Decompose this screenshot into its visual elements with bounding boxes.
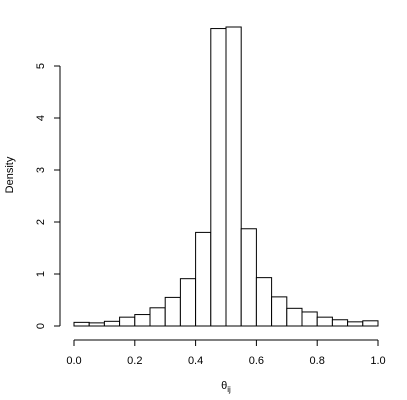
histogram-bar: [210, 28, 227, 327]
histogram-bar: [179, 278, 197, 327]
x-tick-label: 0.2: [127, 355, 142, 367]
histogram-bar: [255, 277, 273, 327]
histogram-bar: [286, 307, 303, 327]
histogram-bars: [73, 26, 379, 327]
histogram-bar: [316, 316, 333, 327]
histogram-bar: [149, 307, 166, 327]
histogram-bar: [164, 296, 181, 327]
y-tick-label: 1: [35, 271, 47, 277]
histogram-bar: [103, 320, 121, 327]
histogram-bar: [362, 320, 379, 327]
x-axis-title-symbol: θ: [221, 380, 227, 392]
histogram-bar: [240, 228, 257, 327]
x-axis-ticks: 0.0 0.2 0.4 0.6 0.8 1.0: [66, 340, 386, 367]
histogram-bar: [301, 311, 318, 327]
x-tick-label: 0.0: [66, 355, 81, 367]
histogram-bar: [347, 321, 364, 327]
x-tick-label: 0.8: [310, 355, 325, 367]
y-axis-ticks: 0 1 2 3 4 5: [35, 63, 60, 329]
x-tick-label: 0.6: [249, 355, 264, 367]
histogram-bar: [88, 322, 105, 327]
histogram-bar: [134, 314, 151, 327]
y-tick-label: 3: [35, 167, 47, 173]
x-tick-label: 1.0: [370, 355, 385, 367]
histogram-bar: [331, 319, 349, 327]
y-axis-title: Density: [4, 156, 16, 193]
histogram-bar: [225, 26, 242, 327]
y-tick-label: 4: [35, 115, 47, 121]
x-tick-label: 0.4: [188, 355, 203, 367]
histogram-bar: [195, 231, 212, 327]
histogram-bar: [119, 316, 136, 327]
histogram-bar: [73, 321, 90, 327]
x-axis-title-subscript: ij: [227, 385, 231, 394]
x-axis-title: θij: [221, 380, 231, 394]
y-tick-label: 2: [35, 219, 47, 225]
histogram-bar: [271, 296, 288, 327]
y-tick-label: 0: [35, 323, 47, 329]
y-tick-label: 5: [35, 63, 47, 69]
